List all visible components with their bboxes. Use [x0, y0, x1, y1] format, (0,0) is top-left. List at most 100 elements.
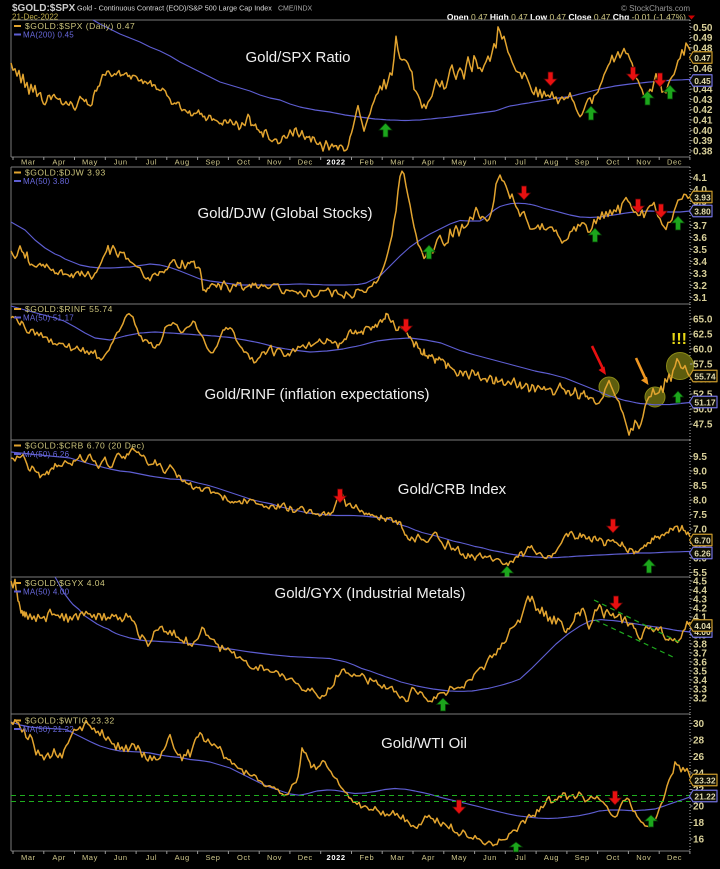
svg-text:0.49: 0.49 — [693, 33, 713, 44]
svg-text:3.3: 3.3 — [693, 269, 707, 280]
svg-text:Nov: Nov — [267, 158, 282, 167]
svg-text:Jun: Jun — [483, 158, 497, 167]
svg-text:Dec: Dec — [667, 853, 682, 862]
svg-text:52.5: 52.5 — [693, 390, 713, 401]
svg-text:23.32: 23.32 — [694, 775, 716, 785]
svg-text:Jun: Jun — [483, 853, 497, 862]
svg-text:6.26: 6.26 — [694, 548, 711, 558]
svg-text:Feb: Feb — [360, 853, 375, 862]
svg-text:3.4: 3.4 — [693, 676, 707, 687]
svg-text:Mar: Mar — [21, 853, 36, 862]
svg-text:MA(50) 51.17: MA(50) 51.17 — [23, 314, 74, 323]
svg-text:Aug: Aug — [175, 853, 190, 862]
svg-text:Nov: Nov — [636, 853, 651, 862]
svg-text:Mar: Mar — [390, 158, 405, 167]
svg-text:0.42: 0.42 — [693, 105, 713, 116]
svg-text:$GOLD:$WTIC 23.32: $GOLD:$WTIC 23.32 — [25, 716, 115, 726]
svg-text:Jul: Jul — [515, 853, 526, 862]
svg-text:50.0: 50.0 — [693, 405, 713, 416]
svg-text:8.0: 8.0 — [693, 496, 707, 507]
svg-text:MA(200) 0.45: MA(200) 0.45 — [23, 31, 74, 40]
svg-text:0.38: 0.38 — [693, 146, 713, 157]
svg-text:$GOLD:$GYX 4.04: $GOLD:$GYX 4.04 — [25, 578, 105, 588]
svg-text:Feb: Feb — [360, 158, 375, 167]
svg-text:2022: 2022 — [327, 853, 346, 862]
svg-text:4.2: 4.2 — [693, 604, 707, 615]
svg-text:Open 0.47 High 0.47 Low 0.47 C: Open 0.47 High 0.47 Low 0.47 Close 0.47 … — [447, 12, 686, 22]
svg-text:0.44: 0.44 — [693, 85, 713, 96]
svg-text:Mar: Mar — [390, 853, 405, 862]
svg-text:3.7: 3.7 — [693, 649, 707, 660]
svg-text:3.2: 3.2 — [693, 281, 707, 292]
svg-text:Aug: Aug — [544, 158, 559, 167]
svg-text:Dec: Dec — [667, 158, 682, 167]
svg-text:Oct: Oct — [237, 158, 251, 167]
svg-text:28: 28 — [693, 736, 705, 747]
svg-text:Aug: Aug — [175, 158, 190, 167]
svg-text:May: May — [82, 158, 98, 167]
svg-text:Gold - Continuous Contract (EO: Gold - Continuous Contract (EOD)/S&P 500… — [77, 4, 272, 13]
svg-text:$GOLD:$SPX (Daily) 0.47: $GOLD:$SPX (Daily) 0.47 — [25, 21, 135, 31]
svg-text:!!!: !!! — [671, 331, 687, 348]
svg-text:60.0: 60.0 — [693, 345, 713, 356]
svg-text:47.5: 47.5 — [693, 420, 713, 431]
svg-text:Oct: Oct — [237, 853, 251, 862]
svg-text:3.7: 3.7 — [693, 221, 707, 232]
svg-text:Nov: Nov — [636, 158, 651, 167]
svg-text:Jul: Jul — [515, 158, 526, 167]
svg-text:Apr: Apr — [52, 853, 65, 862]
svg-text:55.74: 55.74 — [694, 371, 716, 381]
svg-text:26: 26 — [693, 752, 705, 763]
svg-text:3.1: 3.1 — [693, 293, 707, 304]
svg-text:6.70: 6.70 — [694, 535, 711, 545]
svg-text:May: May — [451, 853, 467, 862]
svg-text:Gold/RINF (inflation expectati: Gold/RINF (inflation expectations) — [204, 386, 429, 403]
svg-text:Sep: Sep — [575, 158, 590, 167]
svg-text:2022: 2022 — [327, 158, 346, 167]
svg-text:Mar: Mar — [21, 158, 36, 167]
svg-text:0.41: 0.41 — [693, 116, 713, 127]
svg-text:Aug: Aug — [544, 853, 559, 862]
svg-text:Jul: Jul — [146, 158, 157, 167]
svg-text:57.5: 57.5 — [693, 360, 713, 371]
svg-text:Jun: Jun — [114, 158, 128, 167]
svg-text:3.4: 3.4 — [693, 257, 707, 268]
svg-text:4.5: 4.5 — [693, 577, 707, 588]
svg-text:Apr: Apr — [422, 853, 435, 862]
svg-text:Gold/DJW (Global Stocks): Gold/DJW (Global Stocks) — [197, 205, 372, 222]
svg-text:MA(50) 6.26: MA(50) 6.26 — [23, 450, 70, 459]
svg-text:0.39: 0.39 — [693, 136, 713, 147]
svg-text:3.93: 3.93 — [694, 192, 711, 202]
svg-text:3.6: 3.6 — [693, 658, 707, 669]
svg-text:4.3: 4.3 — [693, 595, 707, 606]
svg-text:0.40: 0.40 — [693, 126, 713, 137]
svg-text:9.0: 9.0 — [693, 467, 707, 478]
svg-text:4.1: 4.1 — [693, 173, 707, 184]
svg-text:7.0: 7.0 — [693, 525, 707, 536]
svg-text:CME/INDX: CME/INDX — [278, 6, 313, 13]
svg-text:3.2: 3.2 — [693, 694, 707, 705]
svg-text:MA(50) 21.22: MA(50) 21.22 — [23, 725, 74, 734]
svg-text:4.04: 4.04 — [694, 621, 711, 631]
svg-text:Gold/SPX Ratio: Gold/SPX Ratio — [245, 49, 350, 66]
svg-text:May: May — [451, 158, 467, 167]
svg-text:3.3: 3.3 — [693, 685, 707, 696]
svg-text:5.5: 5.5 — [693, 568, 707, 579]
svg-text:3.80: 3.80 — [694, 206, 711, 216]
svg-text:3.6: 3.6 — [693, 233, 707, 244]
svg-text:0.48: 0.48 — [693, 43, 713, 54]
svg-text:62.5: 62.5 — [693, 330, 713, 341]
svg-text:$GOLD:$SPX: $GOLD:$SPX — [12, 3, 76, 14]
svg-text:$GOLD:$DJW 3.93: $GOLD:$DJW 3.93 — [25, 168, 106, 178]
svg-text:4.00: 4.00 — [694, 627, 711, 637]
svg-text:30: 30 — [693, 719, 705, 730]
svg-text:4.0: 4.0 — [693, 185, 707, 196]
svg-text:21.22: 21.22 — [694, 791, 716, 801]
svg-text:May: May — [82, 853, 98, 862]
svg-text:Gold/CRB Index: Gold/CRB Index — [398, 481, 507, 498]
svg-text:3.5: 3.5 — [693, 667, 707, 678]
svg-text:Dec: Dec — [298, 853, 313, 862]
svg-text:8.5: 8.5 — [693, 481, 707, 492]
svg-text:0.46: 0.46 — [693, 64, 713, 75]
svg-text:51.17: 51.17 — [694, 397, 716, 407]
